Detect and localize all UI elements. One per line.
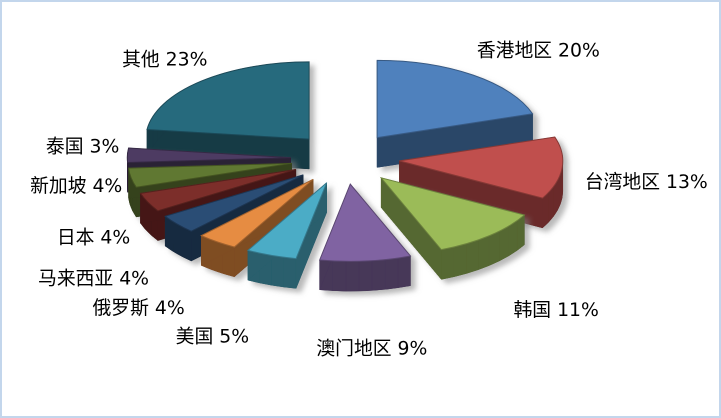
pie-slice-group-4 bbox=[318, 183, 412, 292]
pie-slice-9[interactable] bbox=[127, 162, 292, 188]
pie-slice-wall bbox=[466, 239, 479, 274]
slice-label-5: 美国 5% bbox=[176, 326, 249, 348]
slice-label-2: 台湾地区 13% bbox=[585, 171, 708, 193]
slice-label-6: 俄罗斯 4% bbox=[93, 297, 185, 319]
pie-slices bbox=[126, 59, 564, 292]
pie-slice-4[interactable] bbox=[318, 183, 412, 262]
pie-slice-6[interactable] bbox=[200, 178, 314, 248]
pie-slice-wall bbox=[488, 230, 500, 266]
slice-label-7: 马来西亚 4% bbox=[38, 267, 149, 289]
pie-slice-11[interactable] bbox=[146, 61, 310, 140]
pie-slice-1[interactable] bbox=[376, 59, 534, 139]
slice-label-3: 韩国 11% bbox=[514, 299, 599, 321]
slice-label-4: 澳门地区 9% bbox=[316, 338, 427, 360]
pie-slice-wall bbox=[332, 260, 347, 292]
pie-slice-wall bbox=[384, 257, 399, 290]
pie-slice-wall bbox=[441, 246, 455, 280]
pie-slice-group-5 bbox=[246, 182, 328, 289]
pie-slice-group-3 bbox=[379, 176, 526, 281]
pie-slice-wall bbox=[499, 225, 509, 262]
pie-slice-wall bbox=[478, 235, 490, 271]
pie-slice-wall bbox=[358, 260, 373, 292]
slice-label-1: 香港地区 20% bbox=[477, 39, 600, 61]
pie-slice-5[interactable] bbox=[246, 182, 328, 260]
pie-slice-wall bbox=[397, 255, 411, 289]
pie-slice-group-11 bbox=[146, 61, 310, 170]
pie-slice-wall bbox=[371, 259, 386, 291]
slice-label-8: 日本 4% bbox=[57, 227, 130, 249]
pie-slice-8[interactable] bbox=[139, 168, 297, 212]
pie-slice-7[interactable] bbox=[164, 174, 304, 232]
pie-slice-wall bbox=[283, 256, 297, 289]
slice-label-9: 新加坡 4% bbox=[30, 175, 122, 197]
pie-labels: 香港地区 20% 台湾地区 13% 韩国 11% 澳门地区 9% 美国 5% 俄罗斯 4%… bbox=[30, 39, 708, 359]
pie-slice-wall bbox=[345, 261, 360, 292]
pie-slice-2[interactable] bbox=[399, 136, 564, 199]
pie-slice-wall bbox=[453, 243, 467, 277]
pie-slice-wall bbox=[271, 255, 284, 288]
pie-slice-group-2 bbox=[399, 136, 564, 229]
slice-label-10: 泰国 3% bbox=[46, 136, 119, 158]
slice-label-11: 其他 23% bbox=[122, 48, 207, 70]
pie-slice-3[interactable] bbox=[379, 176, 526, 251]
pie-slice-10[interactable] bbox=[126, 147, 291, 164]
